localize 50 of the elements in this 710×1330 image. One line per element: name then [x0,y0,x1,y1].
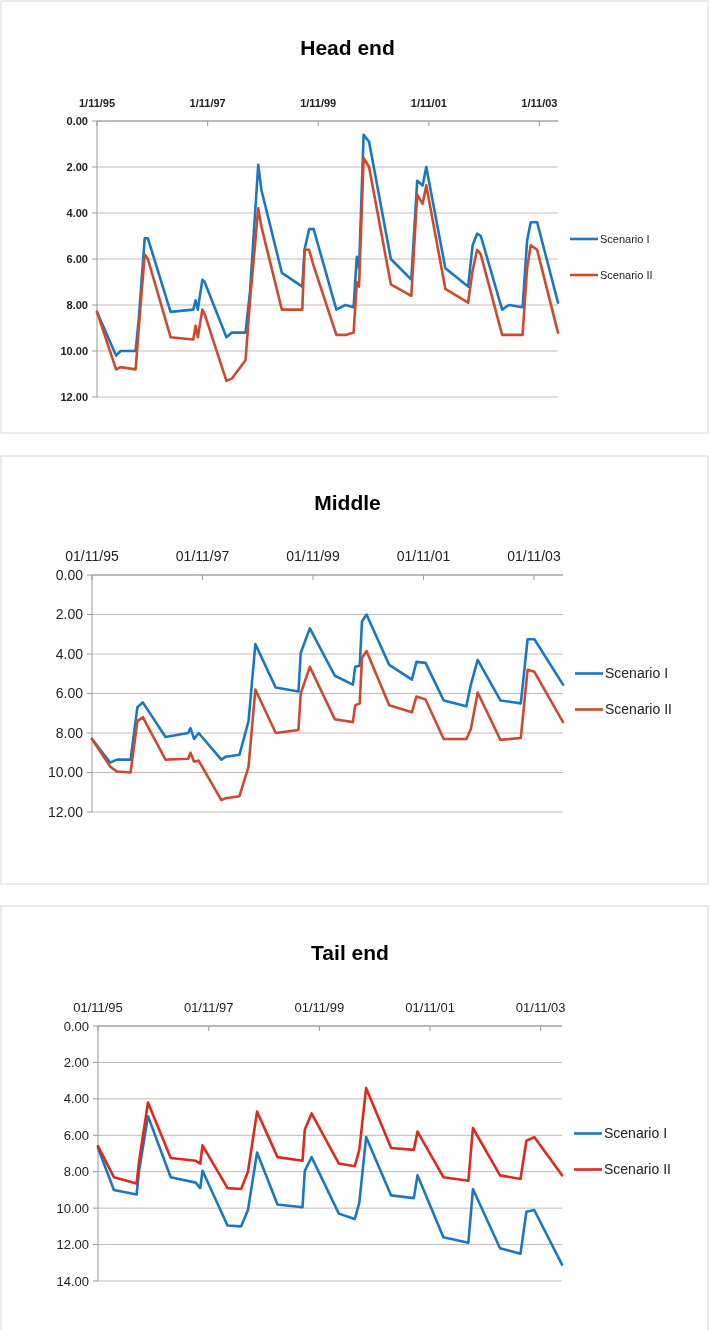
y-tick-label: 8.00 [66,298,88,311]
x-tick-label: 01/11/95 [65,548,119,564]
x-tick-label: 01/11/95 [73,1000,123,1015]
x-tick-label: 01/11/99 [294,1000,345,1015]
y-tick-label: 12.00 [60,390,88,403]
line-series [95,156,560,383]
y-tick-label: 4.00 [55,645,84,662]
line-series [96,1114,564,1266]
line-series [96,1086,564,1191]
line-series [90,649,565,802]
x-tick-label: 01/11/01 [396,548,451,564]
y-tick-label: 12.00 [47,803,84,820]
y-tick-label: 0.00 [66,114,88,127]
y-tick-label: 4.00 [66,206,88,219]
y-tick-label: 6.00 [66,252,88,265]
x-tick-label: 1/11/97 [189,97,226,109]
x-tick-label: 01/11/03 [507,548,561,564]
x-tick-label: 01/11/99 [286,548,340,564]
chart-title: Tail end [311,941,389,964]
chart-title: Middle [314,491,381,514]
y-tick-label: 2.00 [66,160,88,173]
y-tick-label: 14.00 [56,1273,89,1289]
x-tick-label: 1/11/99 [300,97,337,109]
y-tick-label: 6.00 [55,685,84,702]
y-tick-label: 12.00 [56,1237,89,1253]
y-tick-label: 0.00 [63,1018,89,1034]
y-tick-label: 10.00 [47,764,84,781]
x-tick-label: 01/11/97 [175,548,230,564]
y-tick-label: 6.00 [63,1127,89,1143]
y-tick-label: 2.00 [55,606,84,623]
x-tick-label: 01/11/01 [405,1000,455,1015]
y-tick-label: 2.00 [63,1054,89,1070]
x-tick-label: 01/11/03 [515,1000,566,1015]
y-tick-label: 8.00 [63,1164,89,1180]
y-tick-label: 10.00 [56,1200,89,1216]
x-tick-label: 1/11/01 [410,97,447,109]
y-tick-label: 10.00 [60,344,88,357]
legend-label: Scenario I [600,232,650,245]
x-tick-label: 1/11/95 [78,97,116,109]
x-tick-label: 01/11/97 [183,1000,234,1015]
y-tick-label: 8.00 [55,724,84,741]
legend-label: Scenario II [605,701,672,718]
y-tick-label: 0.00 [55,566,84,583]
chart-title: Head end [300,36,395,59]
legend-label: Scenario II [604,1161,671,1178]
y-tick-label: 4.00 [63,1091,89,1107]
x-tick-label: 1/11/03 [521,97,558,109]
legend-label: Scenario II [600,268,653,281]
legend-label: Scenario I [605,665,669,682]
legend-label: Scenario I [604,1125,668,1142]
